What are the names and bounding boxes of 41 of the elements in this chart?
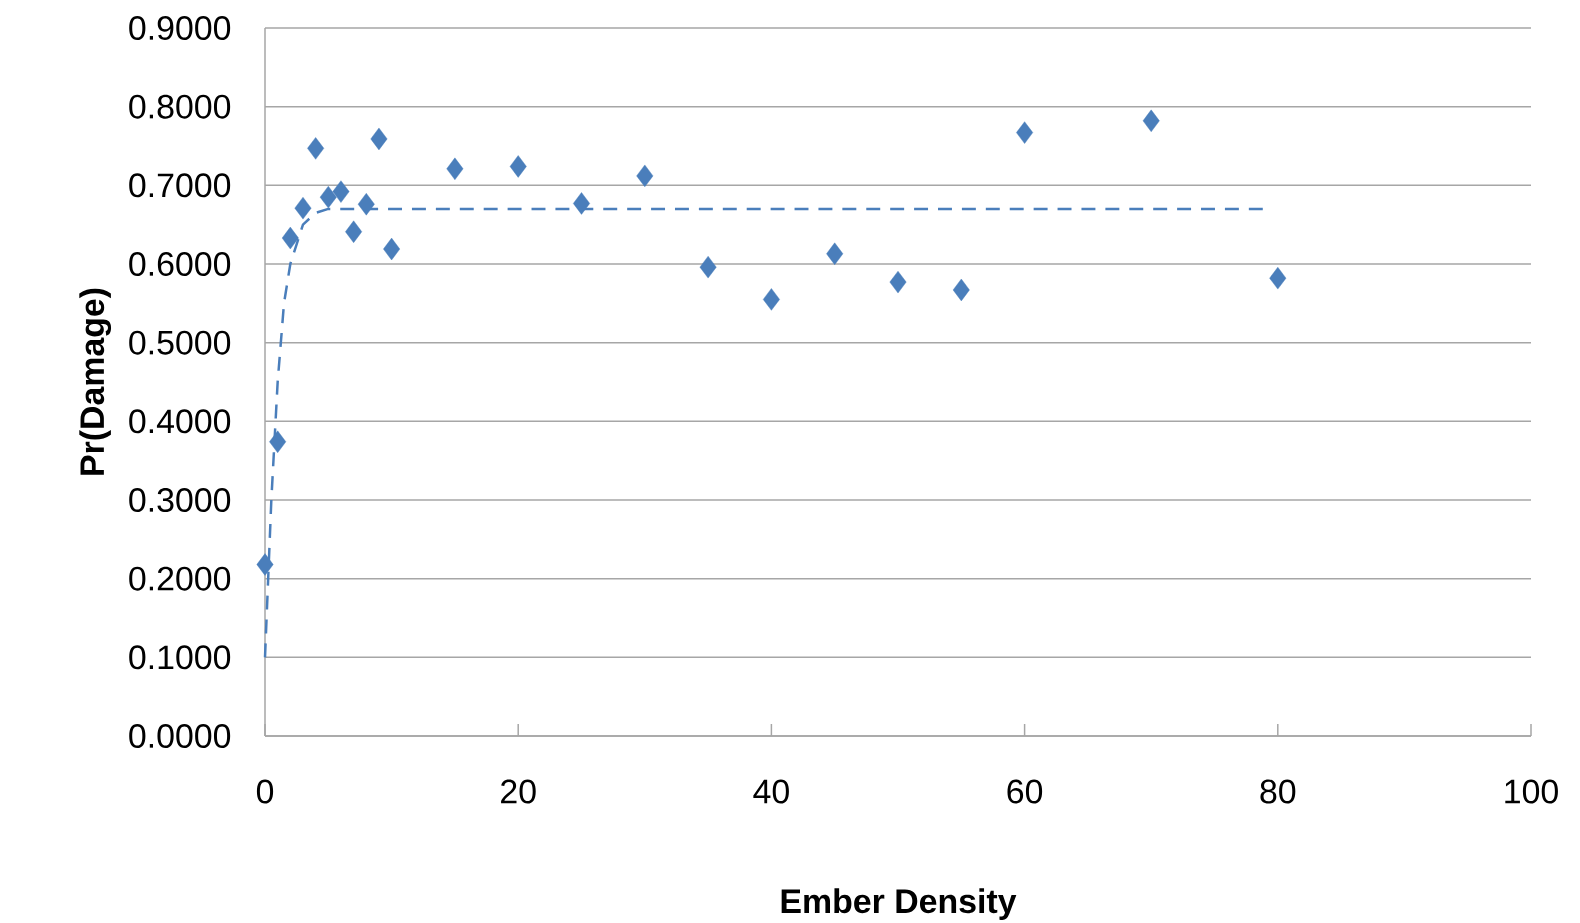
y-axis-title: Pr(Damage) bbox=[79, 288, 112, 475]
point bbox=[509, 155, 527, 178]
y-tick-label: 0.3000 bbox=[129, 487, 231, 512]
point bbox=[889, 270, 907, 294]
y-tick-label: 0.1000 bbox=[129, 645, 231, 670]
point bbox=[294, 196, 312, 220]
point bbox=[952, 278, 970, 302]
point bbox=[383, 237, 401, 261]
point bbox=[370, 127, 388, 150]
y-tick-label: 0.7000 bbox=[129, 173, 231, 198]
point bbox=[1142, 109, 1160, 132]
point bbox=[281, 226, 299, 250]
point bbox=[307, 137, 325, 160]
point bbox=[345, 220, 363, 243]
point bbox=[269, 430, 287, 453]
point bbox=[573, 192, 590, 215]
y-tick-label: 0.5000 bbox=[129, 330, 231, 355]
x-tick-label: 40 bbox=[753, 779, 789, 804]
point bbox=[319, 185, 337, 209]
y-tick-label: 0.8000 bbox=[129, 94, 231, 119]
point bbox=[446, 157, 464, 180]
point bbox=[1269, 266, 1287, 290]
y-tick-label: 0.9000 bbox=[129, 15, 231, 40]
x-tick-label: 20 bbox=[501, 779, 536, 804]
point bbox=[357, 192, 375, 216]
point bbox=[636, 164, 654, 187]
point bbox=[699, 255, 717, 279]
point bbox=[332, 180, 350, 203]
x-tick-label: 0 bbox=[256, 779, 274, 804]
y-tick-label: 0.4000 bbox=[129, 409, 231, 434]
y-tick-label: 0.6000 bbox=[129, 251, 231, 276]
x-tick-label: 80 bbox=[1260, 779, 1296, 804]
x-tick-label: 100 bbox=[1505, 779, 1558, 804]
x-axis-title: Ember Density bbox=[781, 888, 1017, 920]
point bbox=[762, 288, 780, 311]
point bbox=[256, 553, 274, 576]
point bbox=[826, 242, 844, 265]
point bbox=[1016, 121, 1034, 144]
x-tick-label: 60 bbox=[1007, 779, 1043, 804]
y-tick-label: 0.0000 bbox=[129, 723, 231, 748]
y-tick-label: 0.2000 bbox=[129, 566, 231, 591]
